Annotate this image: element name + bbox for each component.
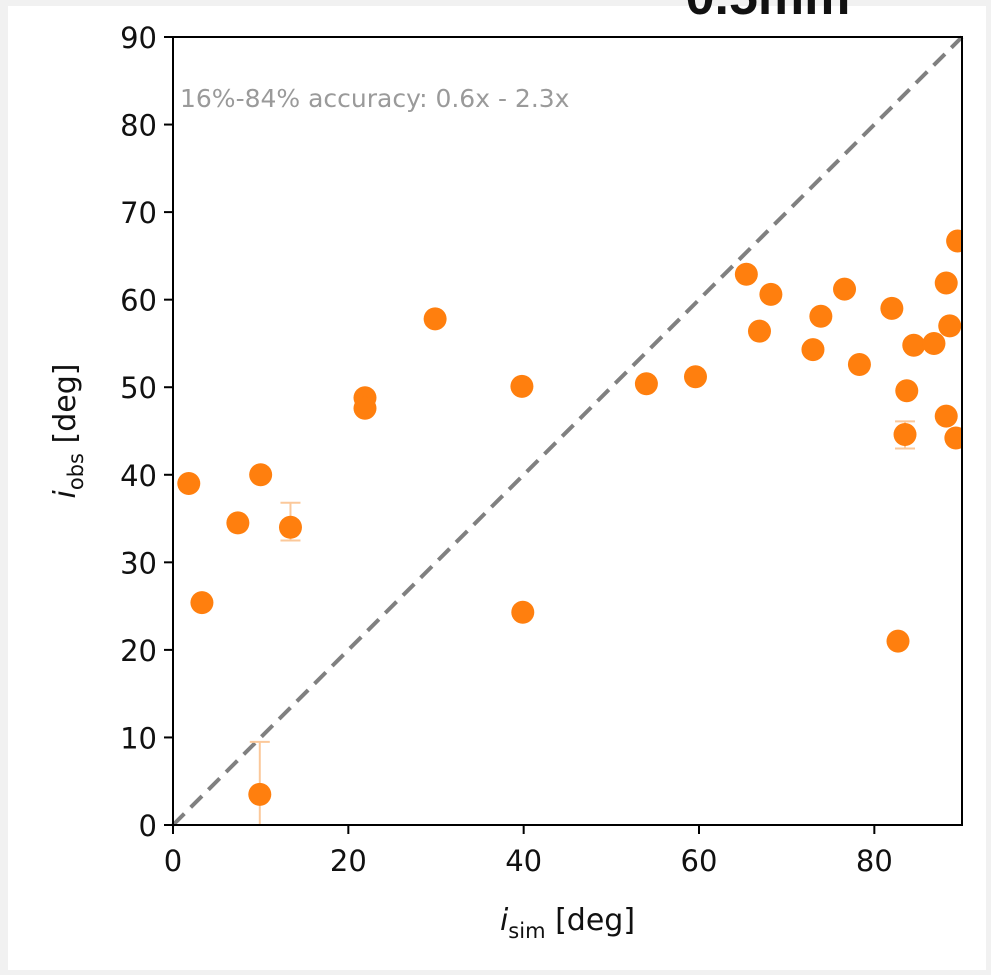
plot-area: 0 20 40 60 80 0 10 20 30 40 50 60 70 80 90 xyxy=(120,21,964,878)
y-tick-label-9: 90 xyxy=(120,21,157,55)
data-point-19 xyxy=(847,352,871,376)
chart-title: 0.5mm xyxy=(686,0,851,26)
x-axis-label: isim [deg] xyxy=(500,903,635,943)
y-tick-label-8: 80 xyxy=(120,109,157,143)
data-point-10 xyxy=(511,600,535,624)
data-points-group xyxy=(177,229,962,825)
plot-frame xyxy=(172,36,963,826)
accuracy-annotation: 16%-84% accuracy: 0.6x - 2.3x xyxy=(180,84,569,113)
x-tick-label-0: 0 xyxy=(164,844,182,878)
data-point-1 xyxy=(190,591,214,615)
y-tick-label-5: 50 xyxy=(120,371,157,405)
data-point-22 xyxy=(893,423,917,447)
data-point-4 xyxy=(248,782,272,806)
data-point-23 xyxy=(895,379,919,403)
y-tick-label-0: 0 xyxy=(139,809,157,843)
y-axis-label: iobs [deg] xyxy=(48,364,88,499)
data-point-30 xyxy=(944,426,962,450)
data-point-7 xyxy=(353,396,377,420)
data-point-21 xyxy=(886,629,910,653)
x-tick-label-1: 20 xyxy=(330,844,367,878)
data-point-27 xyxy=(934,404,958,428)
x-tick-label-2: 40 xyxy=(505,844,542,878)
x-axis-label-sub: sim xyxy=(508,919,545,943)
data-point-18 xyxy=(833,277,857,301)
data-point-20 xyxy=(880,296,904,320)
data-point-16 xyxy=(801,338,825,362)
data-point-8 xyxy=(423,307,447,331)
data-point-26 xyxy=(934,271,958,295)
y-tick-label-2: 20 xyxy=(120,634,157,668)
x-axis-label-unit: [deg] xyxy=(546,903,636,938)
y-tick-label-4: 40 xyxy=(120,459,157,493)
data-point-25 xyxy=(922,331,946,355)
data-point-24 xyxy=(902,333,926,357)
y-axis-label-sub: obs xyxy=(64,453,88,490)
data-point-29 xyxy=(946,229,962,253)
figure-frame xyxy=(8,6,986,970)
data-point-17 xyxy=(809,304,833,328)
data-point-12 xyxy=(683,365,707,389)
data-point-3 xyxy=(249,463,273,487)
data-point-11 xyxy=(634,372,658,396)
y-tick-label-6: 60 xyxy=(120,284,157,318)
data-point-0 xyxy=(177,472,201,496)
y-tick-label-1: 10 xyxy=(120,721,157,755)
x-tick-label-4: 80 xyxy=(856,844,893,878)
data-point-15 xyxy=(759,282,783,306)
data-point-2 xyxy=(226,511,250,535)
data-point-5 xyxy=(278,515,302,539)
data-point-9 xyxy=(510,374,534,398)
y-axis-label-unit: [deg] xyxy=(48,364,83,454)
y-tick-label-7: 70 xyxy=(120,196,157,230)
data-point-28 xyxy=(938,314,962,338)
y-axis-label-var: i xyxy=(48,489,83,498)
x-tick-label-3: 60 xyxy=(681,844,718,878)
y-tick-label-3: 30 xyxy=(120,546,157,580)
identity-reference-line xyxy=(171,35,964,827)
data-point-14 xyxy=(747,319,771,343)
x-axis-label-var: i xyxy=(500,903,509,938)
data-point-13 xyxy=(734,262,758,286)
